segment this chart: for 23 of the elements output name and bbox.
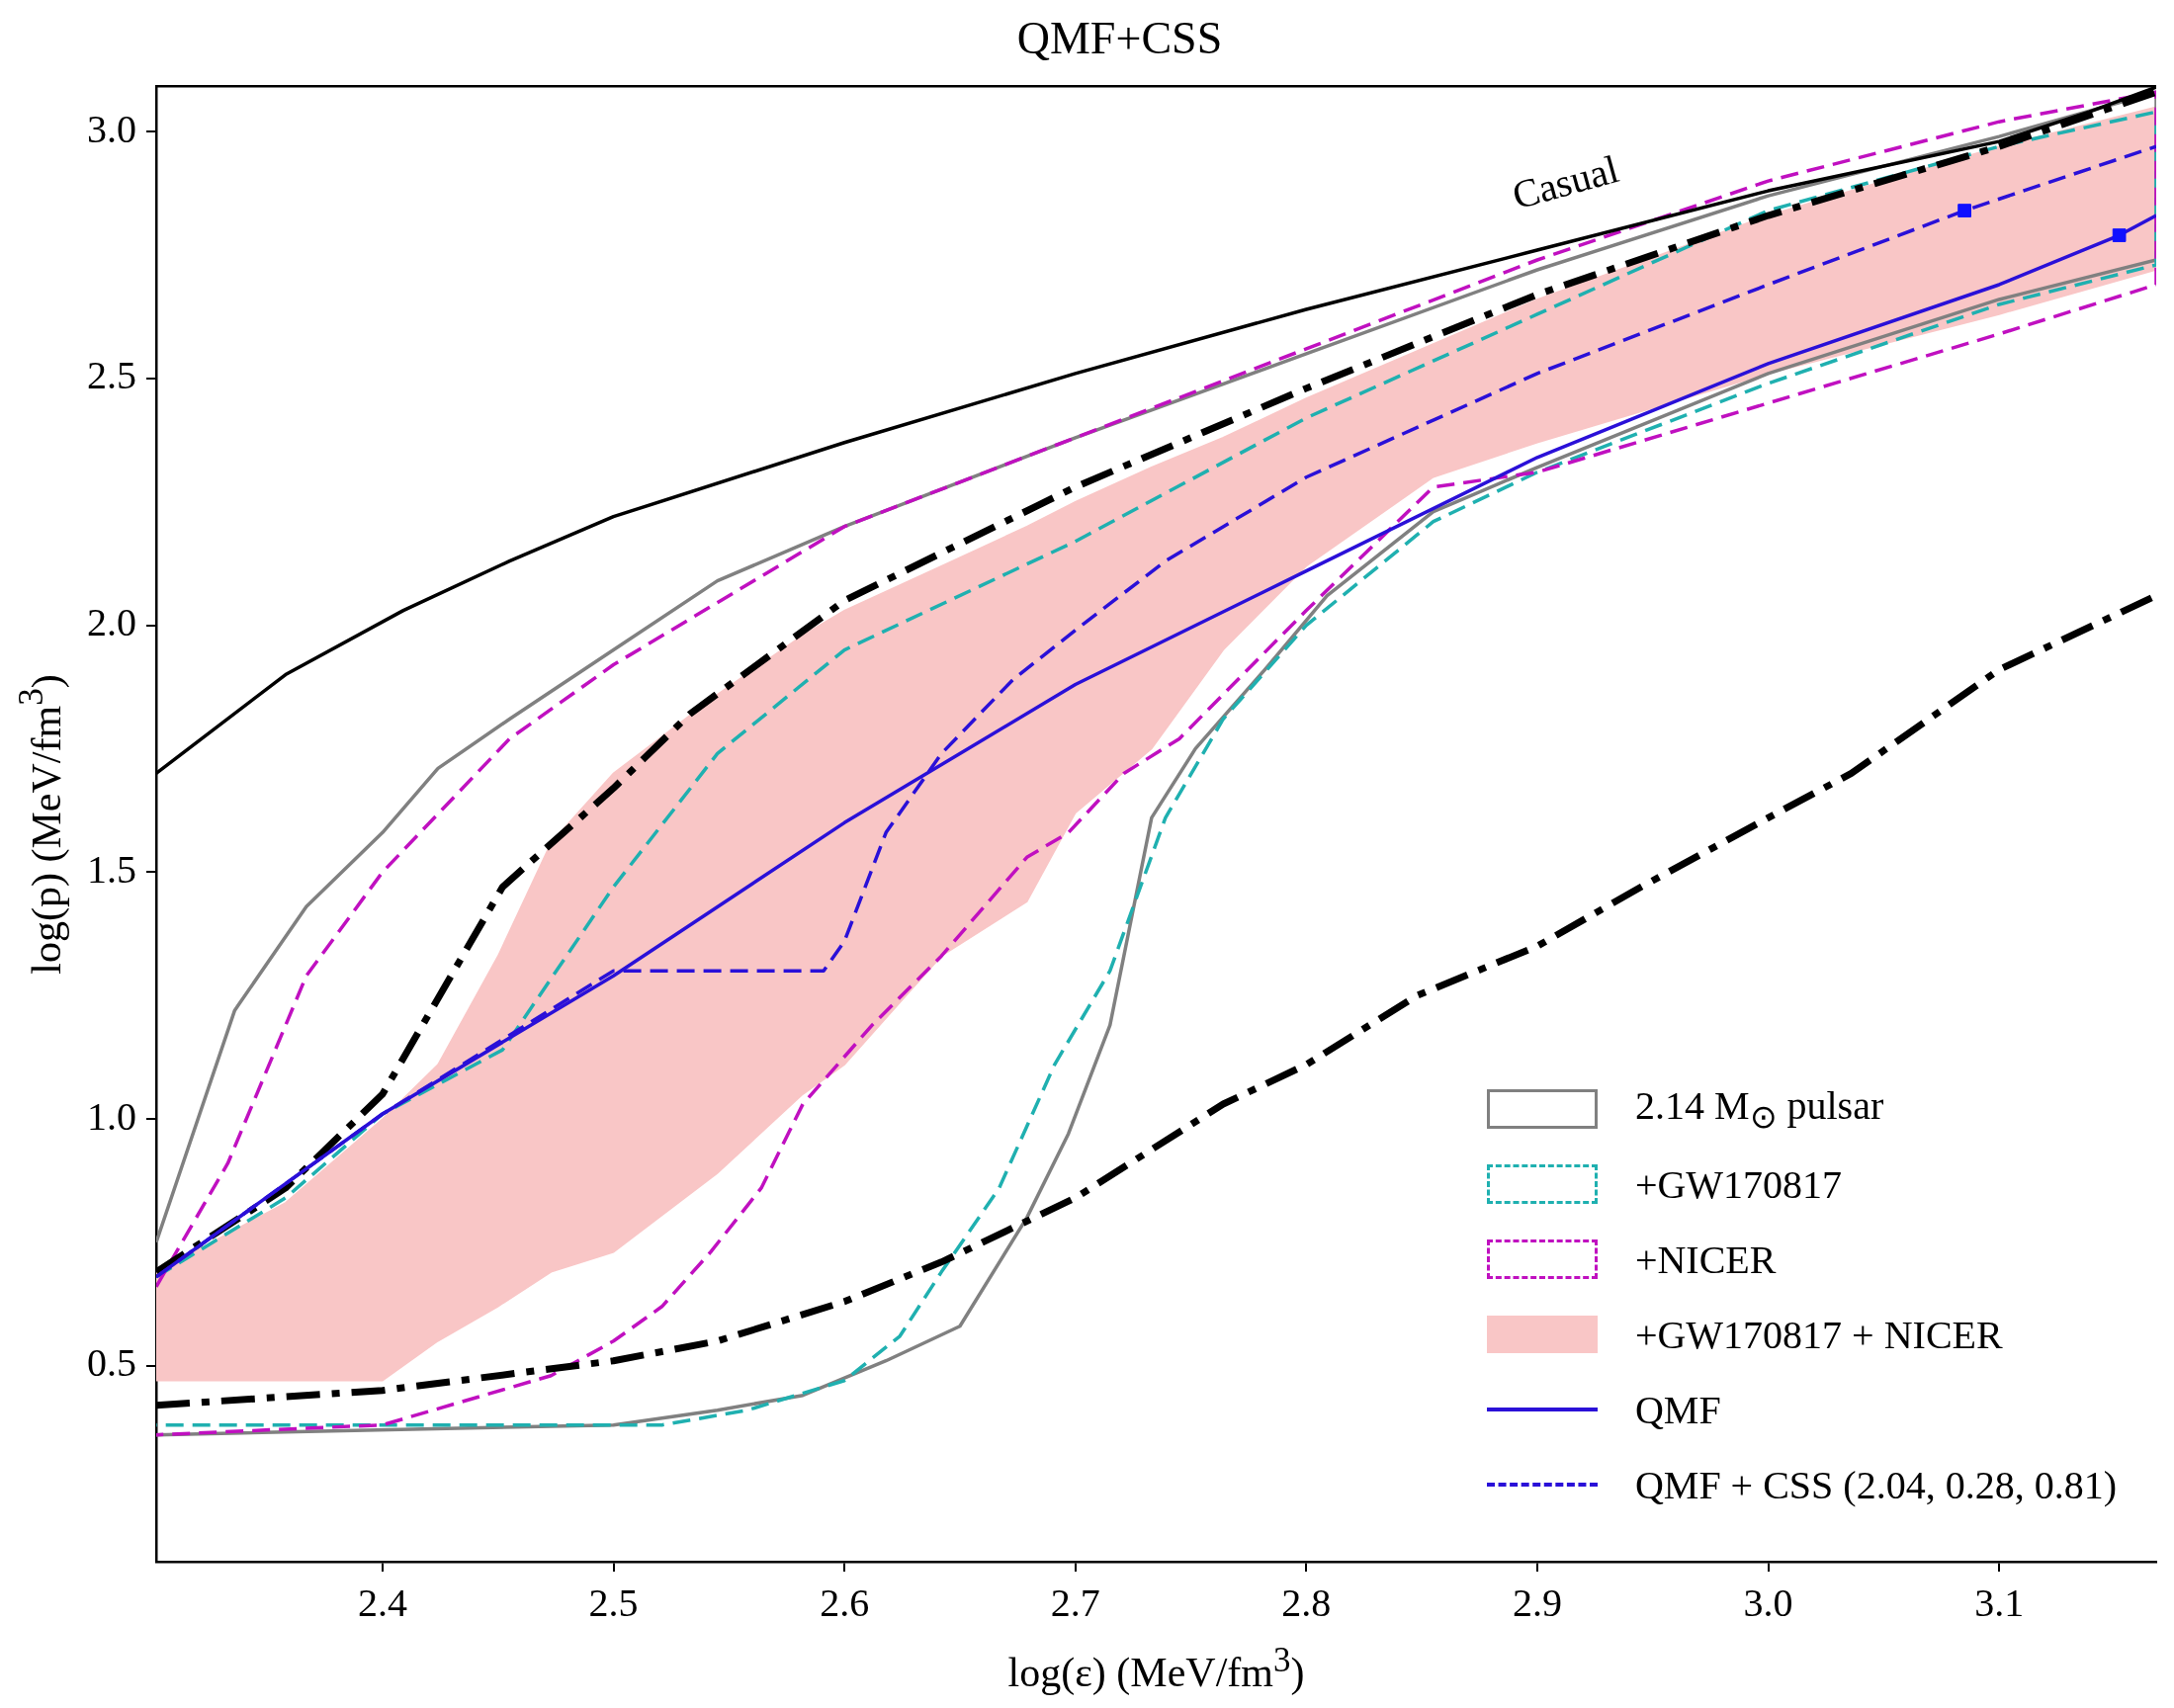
legend-label: +GW170817 bbox=[1634, 1160, 1843, 1208]
legend-label: QMF bbox=[1634, 1386, 1721, 1433]
x-tick-label: 2.6 bbox=[820, 1580, 870, 1625]
y-tick-label: 3.0 bbox=[87, 106, 136, 151]
x-axis-title: log(ε) (MeV/fm$^{3}$) bbox=[1006, 1641, 1306, 1696]
annotation: Casual bbox=[1507, 146, 1623, 218]
x-tick-label: 2.4 bbox=[357, 1580, 407, 1625]
legend-label: +NICER bbox=[1634, 1236, 1777, 1283]
x-tick-label: 2.5 bbox=[588, 1580, 639, 1625]
y-tick-label: 2.5 bbox=[87, 353, 136, 398]
x-tick-label: 2.9 bbox=[1512, 1580, 1562, 1625]
x-tick-label: 3.1 bbox=[1974, 1580, 2025, 1625]
chart-title: QMF+CSS bbox=[1016, 12, 1223, 63]
legend-label: +GW170817 + NICER bbox=[1634, 1311, 2003, 1358]
y-tick-label: 1.5 bbox=[87, 846, 136, 892]
legend-label: 2.14 M$_{⊙}$ pulsar bbox=[1634, 1082, 1884, 1136]
y-tick-label: 0.5 bbox=[87, 1340, 136, 1386]
y-tick-label: 1.0 bbox=[87, 1093, 136, 1139]
y-tick-label: 2.0 bbox=[87, 600, 136, 645]
legend-label: QMF + CSS (2.04, 0.28, 0.81) bbox=[1634, 1461, 2117, 1508]
x-tick-label: 2.7 bbox=[1050, 1580, 1100, 1625]
x-tick-label: 2.8 bbox=[1281, 1580, 1332, 1625]
x-tick-label: 3.0 bbox=[1743, 1580, 1793, 1625]
